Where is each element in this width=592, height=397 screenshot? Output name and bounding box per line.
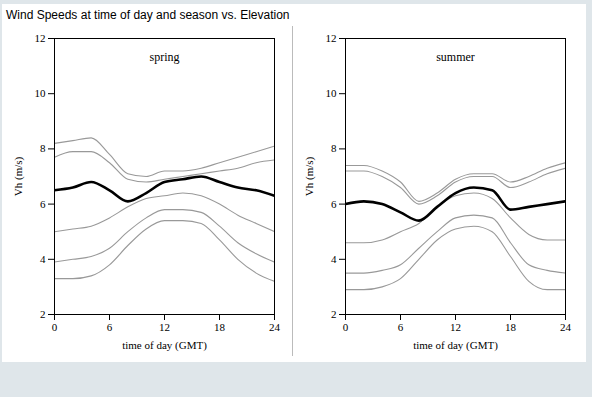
svg-text:Vh (m/s): Vh (m/s): [12, 156, 25, 196]
svg-text:8: 8: [331, 142, 337, 154]
svg-text:12: 12: [450, 321, 461, 333]
svg-text:4: 4: [331, 253, 337, 265]
svg-text:0: 0: [52, 321, 58, 333]
svg-text:6: 6: [331, 198, 337, 210]
svg-text:24: 24: [269, 321, 281, 333]
svg-text:18: 18: [214, 321, 226, 333]
svg-text:12: 12: [35, 32, 46, 44]
svg-text:10: 10: [326, 87, 338, 99]
svg-text:spring: spring: [150, 50, 180, 64]
svg-text:8: 8: [40, 142, 46, 154]
svg-text:12: 12: [159, 321, 170, 333]
svg-text:Vh (m/s): Vh (m/s): [303, 156, 316, 196]
svg-text:4: 4: [40, 253, 46, 265]
svg-text:2: 2: [40, 308, 46, 320]
svg-text:10: 10: [35, 87, 47, 99]
svg-text:time of day (GMT): time of day (GMT): [413, 339, 498, 352]
svg-text:6: 6: [40, 198, 46, 210]
svg-text:18: 18: [505, 321, 517, 333]
svg-text:24: 24: [560, 321, 572, 333]
svg-text:6: 6: [398, 321, 404, 333]
svg-text:6: 6: [107, 321, 113, 333]
svg-text:12: 12: [326, 32, 337, 44]
svg-text:summer: summer: [436, 50, 475, 64]
svg-text:2: 2: [331, 308, 337, 320]
svg-text:time of day (GMT): time of day (GMT): [122, 339, 207, 352]
svg-text:0: 0: [343, 321, 349, 333]
html-text:Wind Speeds at time of day and: Wind Speeds at time of day and season vs…: [6, 8, 290, 22]
